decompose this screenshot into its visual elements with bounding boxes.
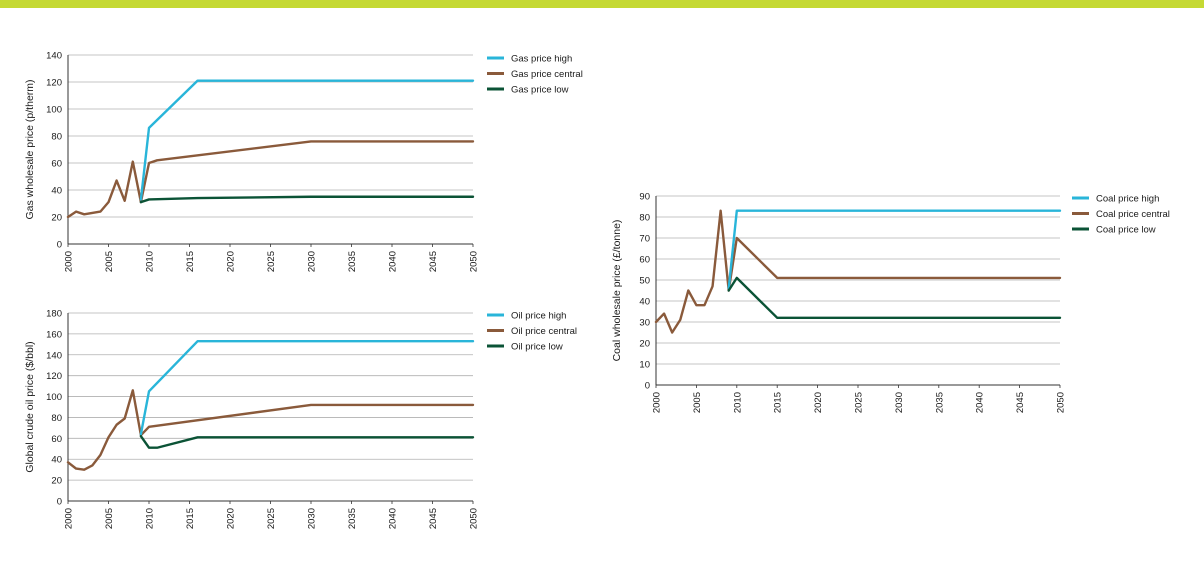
series-line-coal-price-high	[727, 209, 1062, 290]
y-tick-label: 40	[639, 297, 650, 308]
legend-label: Gas price low	[511, 85, 569, 96]
series-line-coal-price-central	[654, 209, 1062, 334]
x-tick-label: 2050	[469, 508, 480, 529]
series-line-gas-price-central	[66, 140, 475, 219]
x-tick-label: 2040	[388, 251, 399, 272]
x-tick-label: 2030	[307, 508, 318, 529]
x-tick-label: 2000	[64, 508, 75, 529]
x-tick-label: 2005	[104, 251, 115, 272]
x-tick-label: 2010	[732, 392, 743, 413]
x-tick-label: 2005	[692, 392, 703, 413]
x-tick-label: 2050	[469, 251, 480, 272]
x-tick-label: 2040	[388, 508, 399, 529]
x-tick-label: 2000	[64, 251, 75, 272]
x-tick-label: 2020	[813, 392, 824, 413]
y-tick-label: 80	[51, 413, 62, 424]
y-tick-label: 40	[51, 186, 62, 197]
y-tick-label: 180	[46, 309, 62, 320]
legend-label: Coal price central	[1096, 209, 1170, 220]
x-tick-label: 2045	[1015, 392, 1026, 413]
y-axis-label: Coal wholesale price (£/tonne)	[611, 220, 623, 362]
y-tick-label: 100	[46, 392, 62, 403]
x-tick-label: 2045	[428, 508, 439, 529]
top-accent-bar	[0, 0, 1204, 8]
legend-label: Gas price high	[511, 54, 572, 65]
legend-label: Gas price central	[511, 69, 583, 80]
x-tick-label: 2035	[934, 392, 945, 413]
series-line-oil-price-central	[66, 389, 475, 471]
y-axis-label: Global crude oil price ($/bbl)	[24, 341, 36, 472]
legend-label: Oil price low	[511, 342, 563, 353]
x-tick-label: 2010	[145, 508, 156, 529]
y-tick-label: 20	[51, 476, 62, 487]
y-tick-label: 60	[51, 159, 62, 170]
y-tick-label: 120	[46, 78, 62, 89]
series-line-coal-price-low	[727, 276, 1062, 319]
y-tick-label: 0	[57, 497, 62, 508]
x-tick-label: 2025	[266, 251, 277, 272]
y-tick-label: 80	[51, 132, 62, 143]
x-tick-label: 2030	[307, 251, 318, 272]
series-line-oil-price-low	[139, 435, 475, 449]
y-tick-label: 120	[46, 371, 62, 382]
series-line-oil-price-high	[139, 340, 475, 436]
x-tick-label: 2000	[652, 392, 663, 413]
series-line-gas-price-high	[139, 79, 475, 201]
x-tick-label: 2050	[1056, 392, 1067, 413]
y-tick-label: 0	[57, 240, 62, 251]
y-tick-label: 20	[639, 339, 650, 350]
x-tick-label: 2030	[894, 392, 905, 413]
x-tick-label: 2040	[975, 392, 986, 413]
y-tick-label: 140	[46, 350, 62, 361]
y-tick-label: 10	[639, 360, 650, 371]
y-tick-label: 80	[639, 213, 650, 224]
y-tick-label: 100	[46, 105, 62, 116]
x-tick-label: 2010	[145, 251, 156, 272]
y-tick-label: 90	[639, 192, 650, 203]
y-tick-label: 50	[639, 276, 650, 287]
y-tick-label: 60	[51, 434, 62, 445]
x-tick-label: 2015	[185, 508, 196, 529]
x-tick-label: 2015	[185, 251, 196, 272]
x-tick-label: 2020	[226, 508, 237, 529]
x-tick-label: 2025	[266, 508, 277, 529]
x-tick-label: 2035	[347, 251, 358, 272]
x-tick-label: 2035	[347, 508, 358, 529]
legend-label: Coal price low	[1096, 225, 1156, 236]
y-tick-label: 30	[639, 318, 650, 329]
y-tick-label: 60	[639, 255, 650, 266]
y-axis-label: Gas wholesale price (p/therm)	[24, 79, 36, 219]
y-tick-label: 0	[645, 381, 650, 392]
legend-label: Oil price high	[511, 311, 566, 322]
x-tick-label: 2005	[104, 508, 115, 529]
series-line-gas-price-low	[139, 195, 475, 204]
x-tick-label: 2015	[773, 392, 784, 413]
x-tick-label: 2045	[428, 251, 439, 272]
legend-label: Oil price central	[511, 326, 577, 337]
y-tick-label: 70	[639, 234, 650, 245]
y-tick-label: 40	[51, 455, 62, 466]
y-tick-label: 20	[51, 213, 62, 224]
x-tick-label: 2025	[854, 392, 865, 413]
y-tick-label: 160	[46, 329, 62, 340]
x-tick-label: 2020	[226, 251, 237, 272]
legend-label: Coal price high	[1096, 194, 1159, 205]
y-tick-label: 140	[46, 51, 62, 62]
